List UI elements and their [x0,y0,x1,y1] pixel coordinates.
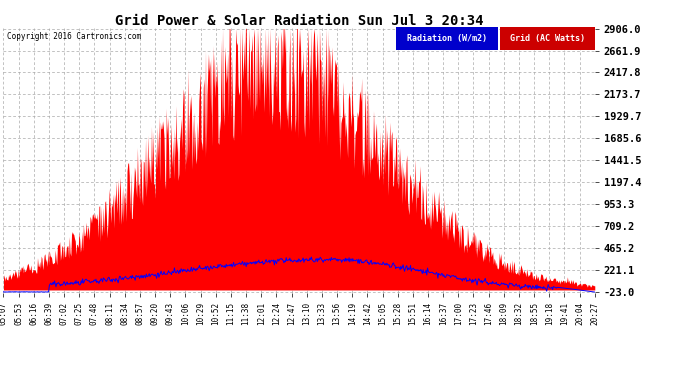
Title: Grid Power & Solar Radiation Sun Jul 3 20:34: Grid Power & Solar Radiation Sun Jul 3 2… [115,14,484,28]
Text: Grid (AC Watts): Grid (AC Watts) [510,34,584,43]
Text: Copyright 2016 Cartronics.com: Copyright 2016 Cartronics.com [7,32,141,41]
Text: Radiation (W/m2): Radiation (W/m2) [407,34,487,43]
